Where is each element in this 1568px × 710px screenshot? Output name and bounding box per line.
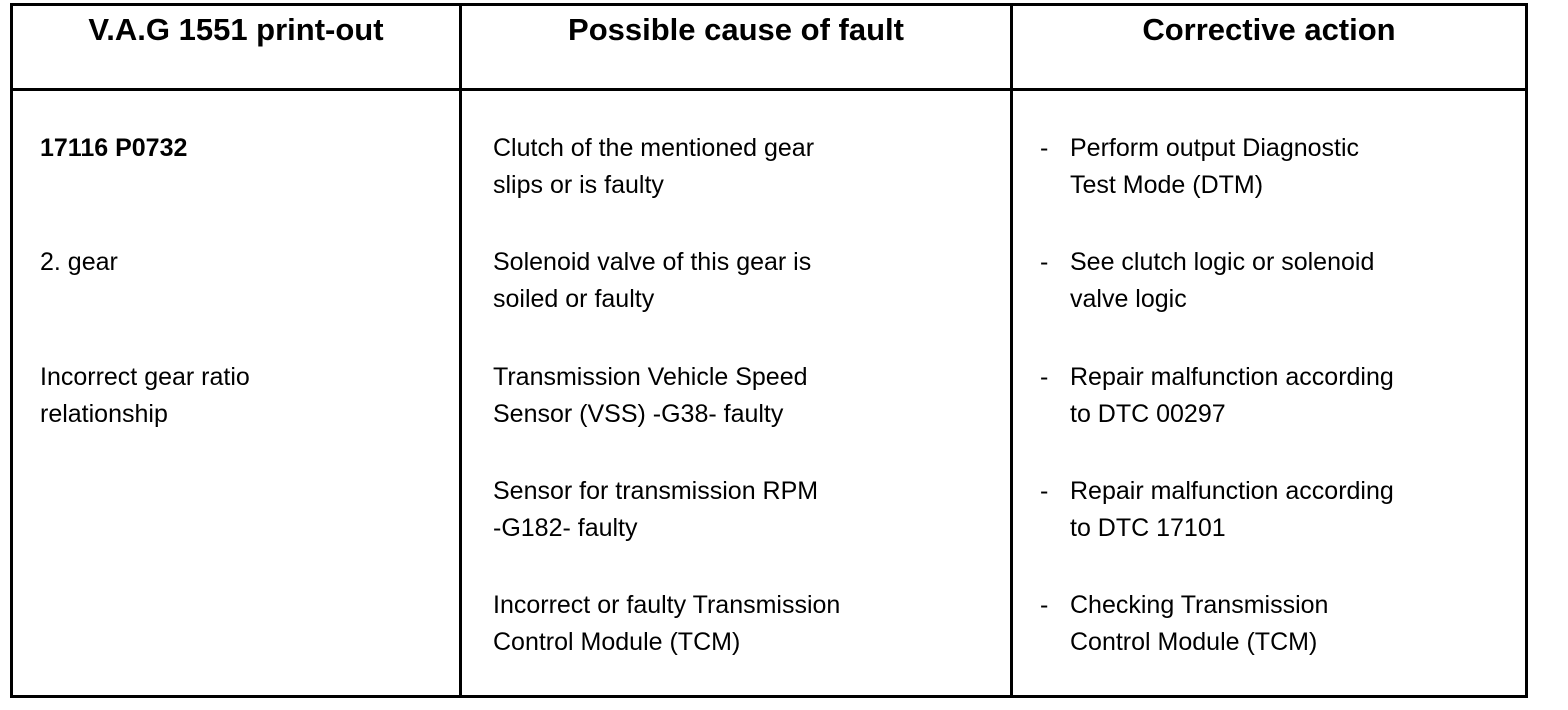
action-bullet: - <box>1040 591 1049 619</box>
cause-cell: Clutch of the mentioned gear slips or is … <box>493 130 814 204</box>
header-cause: Possible cause of fault <box>568 12 904 47</box>
action-line: to DTC 00297 <box>1070 400 1226 428</box>
table-border-left <box>10 3 13 698</box>
action-bullet: - <box>1040 363 1049 391</box>
action-line: Perform output Diagnostic <box>1070 134 1360 162</box>
table-border-bottom <box>10 695 1528 698</box>
cause-line: Sensor for transmission RPM <box>493 477 819 505</box>
header-printout: V.A.G 1551 print-out <box>88 12 384 47</box>
table-border-right <box>1525 3 1528 698</box>
action-line: Control Module (TCM) <box>1070 628 1318 656</box>
action-cell: Repair malfunction according to DTC 17101 <box>1070 473 1394 547</box>
printout-cell: Incorrect gear ratio relationship <box>40 359 250 433</box>
action-cell: See clutch logic or solenoid valve logic <box>1070 244 1374 318</box>
action-bullet: - <box>1040 134 1049 162</box>
cause-line: Solenoid valve of this gear is <box>493 248 812 276</box>
cause-line: soiled or faulty <box>493 285 655 313</box>
printout-line: 2. gear <box>40 248 118 276</box>
action-line: Checking Transmission <box>1070 591 1329 619</box>
printout-cell: 2. gear <box>40 244 118 281</box>
cause-line: Transmission Vehicle Speed <box>493 363 808 391</box>
action-line: valve logic <box>1070 285 1187 313</box>
cause-line: Incorrect or faulty Transmission <box>493 591 841 619</box>
printout-cell: 17116 P0732 <box>40 130 187 167</box>
cause-line: Control Module (TCM) <box>493 628 741 656</box>
action-cell: Repair malfunction according to DTC 00297 <box>1070 359 1394 433</box>
cause-cell: Incorrect or faulty Transmission Control … <box>493 587 840 661</box>
cause-cell: Transmission Vehicle Speed Sensor (VSS) -… <box>493 359 808 433</box>
header-divider <box>10 88 1528 91</box>
action-line: See clutch logic or solenoid <box>1070 248 1375 276</box>
printout-line: Incorrect gear ratio <box>40 363 250 391</box>
cause-line: slips or is faulty <box>493 171 664 199</box>
action-cell: Checking Transmission Control Module (TCM… <box>1070 587 1328 661</box>
printout-line: relationship <box>40 400 168 428</box>
column-divider-1 <box>459 3 462 698</box>
action-line: Repair malfunction according <box>1070 363 1394 391</box>
action-bullet: - <box>1040 248 1049 276</box>
cause-cell: Sensor for transmission RPM -G182- faulty <box>493 473 818 547</box>
action-cell: Perform output Diagnostic Test Mode (DTM) <box>1070 130 1359 204</box>
column-divider-2 <box>1010 3 1013 698</box>
table-border-top <box>10 3 1528 6</box>
action-line: Test Mode (DTM) <box>1070 171 1264 199</box>
printout-line: 17116 P0732 <box>40 134 188 162</box>
action-line: to DTC 17101 <box>1070 514 1226 542</box>
header-action: Corrective action <box>1142 12 1396 47</box>
cause-line: -G182- faulty <box>493 514 638 542</box>
cause-line: Clutch of the mentioned gear <box>493 134 815 162</box>
cause-line: Sensor (VSS) -G38- faulty <box>493 400 784 428</box>
cause-cell: Solenoid valve of this gear is soiled or … <box>493 244 811 318</box>
action-line: Repair malfunction according <box>1070 477 1394 505</box>
action-bullet: - <box>1040 477 1049 505</box>
